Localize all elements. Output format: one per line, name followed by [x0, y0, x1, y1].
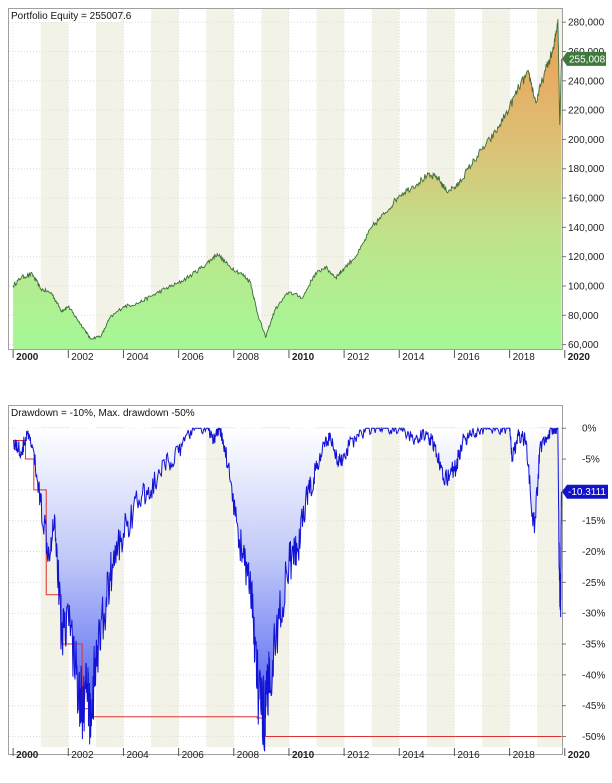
dd-x-tick-label: 2012 [347, 750, 370, 761]
eq-y-tick-label: 60,000 [568, 340, 599, 351]
equity-chart: Portfolio Equity = 255007.6 60,000 80,000… [8, 8, 606, 363]
eq-y-tick-label: 280,000 [568, 18, 605, 29]
dd-y-tick-label: -45% [582, 701, 605, 712]
drawdown-current-value-badge [562, 484, 608, 499]
drawdown-marks [12, 426, 562, 752]
dd-x-tick-label: 2010 [292, 750, 315, 761]
dd-y-tick-label: -20% [582, 547, 605, 558]
equity-area [13, 19, 562, 349]
dd-x-tick-label: 2000 [16, 750, 39, 761]
equity-title-bg [9, 9, 121, 22]
dd-x-tick-label: 2008 [237, 750, 260, 761]
drawdown-chart: Drawdown = -10%, Max. drawdown -50% 0% -5… [8, 405, 608, 761]
drawdown-x-axis: 2000 2002 2004 2006 2008 2010 2012 2014 2016 2018… [12, 748, 591, 761]
eq-x-tick-label: 2012 [347, 352, 370, 363]
eq-year-band [95, 9, 124, 349]
eq-y-tick-label: 240,000 [568, 76, 605, 87]
eq-x-tick-label: 2008 [237, 352, 260, 363]
eq-x-tick-label: 2014 [402, 352, 425, 363]
dd-x-tick-label: 2016 [457, 750, 480, 761]
drawdown-line [12, 426, 562, 752]
eq-y-tick-label: 180,000 [568, 164, 605, 175]
eq-year-band [261, 9, 289, 349]
dd-year-band [206, 427, 234, 747]
dd-y-tick-label: -35% [582, 640, 605, 651]
drawdown-current-value-label: -10.3111 [568, 487, 606, 498]
eq-x-tick-label: 2010 [292, 352, 315, 363]
eq-y-tick-label: 140,000 [568, 223, 605, 234]
dd-x-tick-label: 2020 [568, 750, 591, 761]
eq-x-tick-label: 2002 [71, 352, 94, 363]
dd-x-tick-label: 2002 [71, 750, 94, 761]
drawdown-chart-title: Drawdown = -10%, Max. drawdown -50% [11, 408, 195, 419]
equity-line [12, 19, 562, 340]
equity-x-axis: 2000 2002 2004 2006 2008 2010 2012 2014 2016 2018… [12, 350, 591, 363]
equity-marks [12, 19, 562, 349]
dd-x-tick-label: 2006 [182, 750, 205, 761]
equity-current-value-label: 255,008 [569, 54, 606, 65]
drawdown-y-axis: 0%-5%-10%-15%-20%-25%-30%-35%-40%-45%-50… [562, 424, 608, 743]
eq-x-tick-label: 2020 [568, 352, 591, 363]
eq-x-tick-label: 2018 [513, 352, 536, 363]
dd-year-band [426, 427, 455, 747]
dd-year-band [316, 427, 345, 747]
eq-y-tick-label: 120,000 [568, 252, 605, 263]
dd-x-tick-label: 2014 [402, 750, 425, 761]
dd-y-tick-label: -30% [582, 609, 605, 620]
eq-x-tick-label: 2004 [126, 352, 149, 363]
drawdown-area [13, 428, 562, 752]
dd-y-tick-label: 0% [582, 424, 597, 435]
drawdown-title-bg [9, 406, 187, 419]
dd-year-band [371, 427, 400, 747]
dd-x-tick-label: 2018 [513, 750, 536, 761]
dd-y-tick-label: -40% [582, 670, 605, 681]
dd-y-tick-label: -50% [582, 732, 605, 743]
eq-y-tick-label: 200,000 [568, 135, 605, 146]
eq-y-tick-label: 160,000 [568, 194, 605, 205]
eq-y-tick-label: 80,000 [568, 311, 599, 322]
equity-current-value-badge [562, 51, 606, 66]
eq-x-tick-label: 2016 [457, 352, 480, 363]
dd-year-band [482, 427, 510, 747]
dd-y-tick-label: -25% [582, 578, 605, 589]
equity-y-axis: 60,000 80,000 100,000 120,000 140,000 160,000… [562, 18, 606, 351]
eq-y-tick-label: 220,000 [568, 106, 605, 117]
eq-x-tick-label: 2000 [16, 352, 39, 363]
dd-x-tick-label: 2004 [126, 750, 149, 761]
equity-chart-title: Portfolio Equity = 255007.6 [11, 11, 132, 22]
eq-x-tick-label: 2006 [182, 352, 205, 363]
dd-y-tick-label: -5% [582, 455, 600, 466]
eq-y-tick-label: 100,000 [568, 281, 605, 292]
dd-y-tick-label: -15% [582, 516, 605, 527]
